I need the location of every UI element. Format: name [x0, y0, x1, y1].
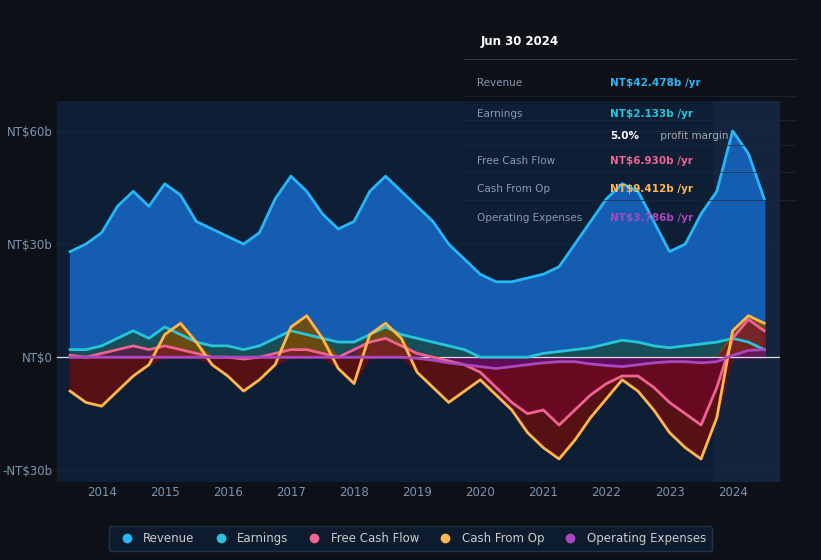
- Text: NT$3.786b /yr: NT$3.786b /yr: [610, 212, 693, 222]
- Text: Cash From Op: Cash From Op: [477, 184, 550, 194]
- Text: NT$42.478b /yr: NT$42.478b /yr: [610, 78, 701, 88]
- Text: NT$2.133b /yr: NT$2.133b /yr: [610, 109, 693, 119]
- Bar: [713, 101, 780, 482]
- Text: profit margin: profit margin: [657, 130, 728, 141]
- Text: 5.0%: 5.0%: [610, 130, 640, 141]
- Text: Revenue: Revenue: [477, 78, 522, 88]
- Text: Jun 30 2024: Jun 30 2024: [480, 35, 558, 48]
- Text: NT$6.930b /yr: NT$6.930b /yr: [610, 156, 693, 166]
- Text: Free Cash Flow: Free Cash Flow: [477, 156, 555, 166]
- Text: Operating Expenses: Operating Expenses: [477, 212, 582, 222]
- Text: NT$9.412b /yr: NT$9.412b /yr: [610, 184, 693, 194]
- Text: Earnings: Earnings: [477, 109, 523, 119]
- Legend: Revenue, Earnings, Free Cash Flow, Cash From Op, Operating Expenses: Revenue, Earnings, Free Cash Flow, Cash …: [109, 526, 712, 551]
